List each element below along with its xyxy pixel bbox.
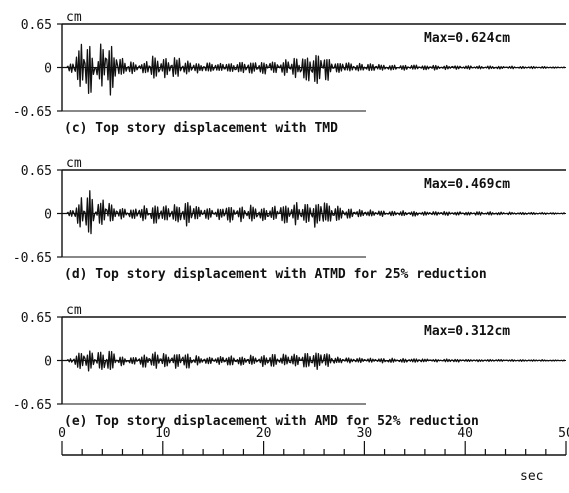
unit-label: cm bbox=[66, 156, 82, 171]
panel-caption: (c) Top story displacement with TMD bbox=[64, 121, 338, 136]
y-tick-label: 0.65 bbox=[21, 164, 52, 179]
y-tick-label: 0.65 bbox=[21, 311, 52, 326]
panel-caption: (e) Top story displacement with AMD for … bbox=[64, 414, 479, 429]
unit-label: cm bbox=[66, 10, 82, 25]
time-tick-label: 0 bbox=[58, 426, 66, 441]
displacement-line bbox=[62, 190, 566, 235]
y-tick-label: -0.65 bbox=[13, 251, 52, 266]
max-label: Max=0.469cm bbox=[424, 177, 510, 192]
chart-panel: 0.65 0 -0.65 cm Max=0.312cm (e) Top story dis… bbox=[13, 303, 566, 429]
time-tick-label: 20 bbox=[256, 426, 272, 441]
time-tick-label: 40 bbox=[457, 426, 473, 441]
y-tick-label: 0 bbox=[44, 208, 52, 223]
time-tick-label: 30 bbox=[357, 426, 373, 441]
panel-caption: (d) Top story displacement with ATMD for… bbox=[64, 267, 487, 282]
time-tick-label: 10 bbox=[155, 426, 171, 441]
max-label: Max=0.312cm bbox=[424, 324, 510, 339]
y-tick-label: 0 bbox=[44, 355, 52, 370]
y-tick-label: -0.65 bbox=[13, 105, 52, 120]
y-tick-label: -0.65 bbox=[13, 398, 52, 413]
chart-panel: 0.65 0 -0.65 cm Max=0.469cm (d) Top story dis… bbox=[13, 156, 566, 282]
unit-label: cm bbox=[66, 303, 82, 318]
y-tick-label: 0 bbox=[44, 62, 52, 77]
displacement-line bbox=[62, 350, 566, 372]
time-tick-label: 50 bbox=[558, 426, 569, 441]
chart-panel: 0.65 0 -0.65 cm Max=0.624cm (c) Top story dis… bbox=[13, 10, 566, 136]
displacement-line bbox=[62, 43, 566, 96]
time-unit-label: sec bbox=[520, 469, 543, 484]
time-axis: 0 10 20 30 40 50 sec bbox=[58, 426, 569, 484]
max-label: Max=0.624cm bbox=[424, 31, 510, 46]
y-tick-label: 0.65 bbox=[21, 18, 52, 33]
